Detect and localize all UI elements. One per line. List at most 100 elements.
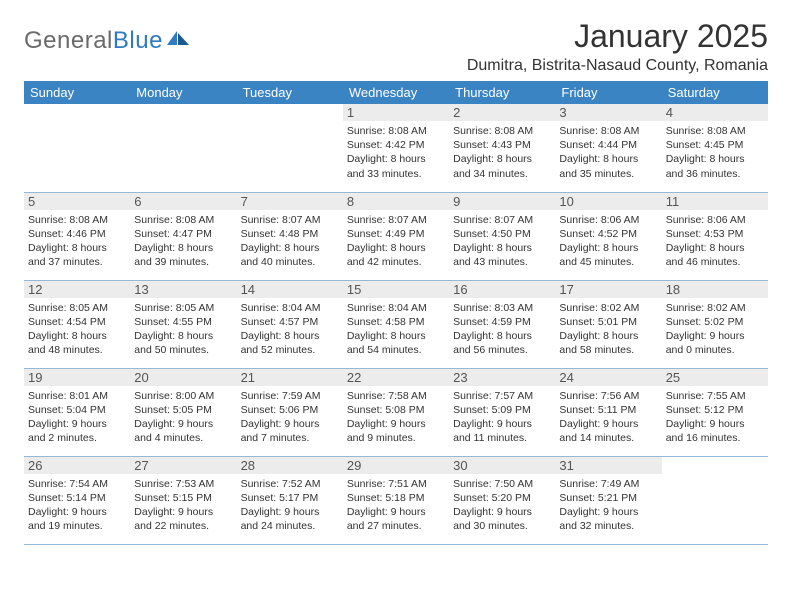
- day-details: Sunrise: 8:06 AMSunset: 4:52 PMDaylight:…: [559, 212, 657, 270]
- day-details: Sunrise: 7:52 AMSunset: 5:17 PMDaylight:…: [241, 476, 339, 534]
- day-details: Sunrise: 7:55 AMSunset: 5:12 PMDaylight:…: [666, 388, 764, 446]
- day-number: 20: [130, 369, 236, 386]
- day-number: 25: [662, 369, 768, 386]
- day-cell: 10 Sunrise: 8:06 AMSunset: 4:52 PMDayligh…: [555, 192, 661, 280]
- day-details: Sunrise: 7:49 AMSunset: 5:21 PMDaylight:…: [559, 476, 657, 534]
- day-number: 17: [555, 281, 661, 298]
- day-number: 12: [24, 281, 130, 298]
- day-cell: 23Sunrise: 7:57 AMSunset: 5:09 PMDayligh…: [449, 368, 555, 456]
- week-row: ...1Sunrise: 8:08 AMSunset: 4:42 PMDayli…: [24, 104, 768, 192]
- day-cell: .: [237, 104, 343, 192]
- week-row: 26 Sunrise: 7:54 AMSunset: 5:14 PMDayligh…: [24, 456, 768, 544]
- calendar-table: Sunday Monday Tuesday Wednesday Thursday…: [24, 81, 768, 545]
- logo-mark-icon: [167, 26, 191, 54]
- day-number: 9: [449, 193, 555, 210]
- day-number: 8: [343, 193, 449, 210]
- weekday-header: Thursday: [449, 81, 555, 104]
- day-number: 27: [130, 457, 236, 474]
- day-cell: 27 Sunrise: 7:53 AMSunset: 5:15 PMDayligh…: [130, 456, 236, 544]
- day-cell: 11 Sunrise: 8:06 AMSunset: 4:53 PMDayligh…: [662, 192, 768, 280]
- day-cell: 29 Sunrise: 7:51 AMSunset: 5:18 PMDayligh…: [343, 456, 449, 544]
- day-cell: 13 Sunrise: 8:05 AMSunset: 4:55 PMDayligh…: [130, 280, 236, 368]
- day-number: 16: [449, 281, 555, 298]
- day-number: 3: [555, 104, 661, 121]
- day-cell: 14Sunrise: 8:04 AMSunset: 4:57 PMDayligh…: [237, 280, 343, 368]
- day-number: 19: [24, 369, 130, 386]
- day-cell: 15Sunrise: 8:04 AMSunset: 4:58 PMDayligh…: [343, 280, 449, 368]
- day-details: Sunrise: 7:53 AMSunset: 5:15 PMDaylight:…: [134, 476, 232, 534]
- day-details: Sunrise: 8:08 AMSunset: 4:43 PMDaylight:…: [453, 123, 551, 181]
- weekday-header-row: Sunday Monday Tuesday Wednesday Thursday…: [24, 81, 768, 104]
- day-cell: 12 Sunrise: 8:05 AMSunset: 4:54 PMDayligh…: [24, 280, 130, 368]
- day-cell: 21 Sunrise: 7:59 AMSunset: 5:06 PMDayligh…: [237, 368, 343, 456]
- day-cell: 20 Sunrise: 8:00 AMSunset: 5:05 PMDayligh…: [130, 368, 236, 456]
- day-number: 21: [237, 369, 343, 386]
- day-number: 14: [237, 281, 343, 298]
- day-cell: 18 Sunrise: 8:02 AMSunset: 5:02 PMDayligh…: [662, 280, 768, 368]
- day-number: 1: [343, 104, 449, 121]
- day-details: Sunrise: 8:02 AMSunset: 5:01 PMDaylight:…: [559, 300, 657, 358]
- logo-text-1: General: [24, 27, 113, 55]
- day-number: 30: [449, 457, 555, 474]
- day-cell: 24Sunrise: 7:56 AMSunset: 5:11 PMDayligh…: [555, 368, 661, 456]
- day-cell: .: [130, 104, 236, 192]
- day-details: Sunrise: 8:07 AMSunset: 4:48 PMDaylight:…: [241, 212, 339, 270]
- day-number: 26: [24, 457, 130, 474]
- day-details: Sunrise: 8:07 AMSunset: 4:49 PMDaylight:…: [347, 212, 445, 270]
- day-details: Sunrise: 7:59 AMSunset: 5:06 PMDaylight:…: [241, 388, 339, 446]
- day-cell: 17 Sunrise: 8:02 AMSunset: 5:01 PMDayligh…: [555, 280, 661, 368]
- day-details: Sunrise: 7:58 AMSunset: 5:08 PMDaylight:…: [347, 388, 445, 446]
- day-details: Sunrise: 7:56 AMSunset: 5:11 PMDaylight:…: [559, 388, 657, 446]
- day-cell: 22 Sunrise: 7:58 AMSunset: 5:08 PMDayligh…: [343, 368, 449, 456]
- day-number: 10: [555, 193, 661, 210]
- day-details: Sunrise: 8:05 AMSunset: 4:55 PMDaylight:…: [134, 300, 232, 358]
- day-cell: 25 Sunrise: 7:55 AMSunset: 5:12 PMDayligh…: [662, 368, 768, 456]
- day-number: 18: [662, 281, 768, 298]
- day-cell: 3 Sunrise: 8:08 AMSunset: 4:44 PMDaylight…: [555, 104, 661, 192]
- day-details: Sunrise: 8:01 AMSunset: 5:04 PMDaylight:…: [28, 388, 126, 446]
- day-number: 2: [449, 104, 555, 121]
- day-cell: 31 Sunrise: 7:49 AMSunset: 5:21 PMDayligh…: [555, 456, 661, 544]
- day-details: Sunrise: 8:05 AMSunset: 4:54 PMDaylight:…: [28, 300, 126, 358]
- day-number: 13: [130, 281, 236, 298]
- day-details: Sunrise: 8:08 AMSunset: 4:47 PMDaylight:…: [134, 212, 232, 270]
- weekday-header: Sunday: [24, 81, 130, 104]
- day-details: Sunrise: 7:54 AMSunset: 5:14 PMDaylight:…: [28, 476, 126, 534]
- day-cell: 30 Sunrise: 7:50 AMSunset: 5:20 PMDayligh…: [449, 456, 555, 544]
- day-details: Sunrise: 8:08 AMSunset: 4:44 PMDaylight:…: [559, 123, 657, 181]
- day-details: Sunrise: 8:00 AMSunset: 5:05 PMDaylight:…: [134, 388, 232, 446]
- day-number: 15: [343, 281, 449, 298]
- day-cell: 2 Sunrise: 8:08 AMSunset: 4:43 PMDaylight…: [449, 104, 555, 192]
- day-details: Sunrise: 8:06 AMSunset: 4:53 PMDaylight:…: [666, 212, 764, 270]
- day-number: 29: [343, 457, 449, 474]
- weekday-header: Tuesday: [237, 81, 343, 104]
- day-cell: 26 Sunrise: 7:54 AMSunset: 5:14 PMDayligh…: [24, 456, 130, 544]
- week-row: 19 Sunrise: 8:01 AMSunset: 5:04 PMDayligh…: [24, 368, 768, 456]
- weekday-header: Saturday: [662, 81, 768, 104]
- title-block: January 2025 Dumitra, Bistrita-Nasaud Co…: [467, 18, 768, 75]
- day-details: Sunrise: 7:51 AMSunset: 5:18 PMDaylight:…: [347, 476, 445, 534]
- day-number: 28: [237, 457, 343, 474]
- week-row: 12 Sunrise: 8:05 AMSunset: 4:54 PMDayligh…: [24, 280, 768, 368]
- day-cell: 9Sunrise: 8:07 AMSunset: 4:50 PMDaylight…: [449, 192, 555, 280]
- day-cell: 7Sunrise: 8:07 AMSunset: 4:48 PMDaylight…: [237, 192, 343, 280]
- day-details: Sunrise: 8:08 AMSunset: 4:42 PMDaylight:…: [347, 123, 445, 181]
- day-cell: 19 Sunrise: 8:01 AMSunset: 5:04 PMDayligh…: [24, 368, 130, 456]
- day-number: 22: [343, 369, 449, 386]
- month-title: January 2025: [467, 18, 768, 55]
- day-number: 11: [662, 193, 768, 210]
- day-cell: 5 Sunrise: 8:08 AMSunset: 4:46 PMDaylight…: [24, 192, 130, 280]
- day-details: Sunrise: 8:02 AMSunset: 5:02 PMDaylight:…: [666, 300, 764, 358]
- weekday-header: Monday: [130, 81, 236, 104]
- day-number: 4: [662, 104, 768, 121]
- day-details: Sunrise: 8:08 AMSunset: 4:46 PMDaylight:…: [28, 212, 126, 270]
- day-cell: 4Sunrise: 8:08 AMSunset: 4:45 PMDaylight…: [662, 104, 768, 192]
- calendar-body: ...1Sunrise: 8:08 AMSunset: 4:42 PMDayli…: [24, 104, 768, 544]
- day-cell: 6Sunrise: 8:08 AMSunset: 4:47 PMDaylight…: [130, 192, 236, 280]
- logo-text-2: Blue: [113, 27, 163, 55]
- day-details: Sunrise: 7:50 AMSunset: 5:20 PMDaylight:…: [453, 476, 551, 534]
- day-number: 31: [555, 457, 661, 474]
- day-details: Sunrise: 7:57 AMSunset: 5:09 PMDaylight:…: [453, 388, 551, 446]
- day-number: 5: [24, 193, 130, 210]
- day-cell: .: [662, 456, 768, 544]
